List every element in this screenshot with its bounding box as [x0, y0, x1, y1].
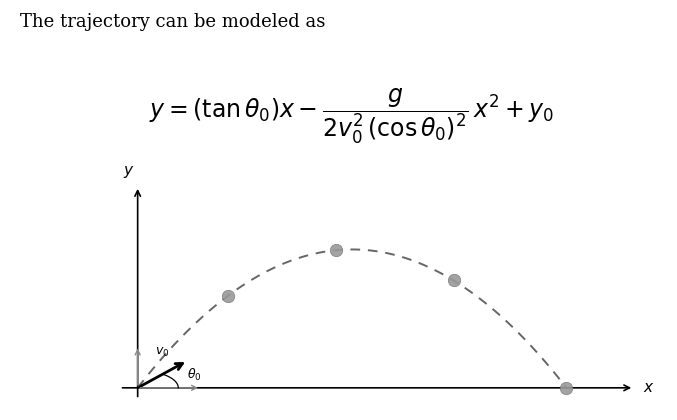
Point [448, 277, 459, 284]
Point [223, 292, 234, 299]
Text: $\theta_0$: $\theta_0$ [188, 367, 202, 383]
Text: The trajectory can be modeled as: The trajectory can be modeled as [20, 13, 326, 31]
Point [331, 247, 342, 254]
Point [561, 384, 572, 391]
Text: $y = (\mathrm{tan}\,\theta_0)x - \dfrac{g}{2v_0^2\,(\mathrm{cos}\,\theta_0)^2}\,: $y = (\mathrm{tan}\,\theta_0)x - \dfrac{… [150, 87, 554, 147]
Text: $y$: $y$ [123, 164, 135, 180]
Text: $x$: $x$ [643, 381, 655, 395]
Text: $v_0$: $v_0$ [155, 346, 170, 359]
